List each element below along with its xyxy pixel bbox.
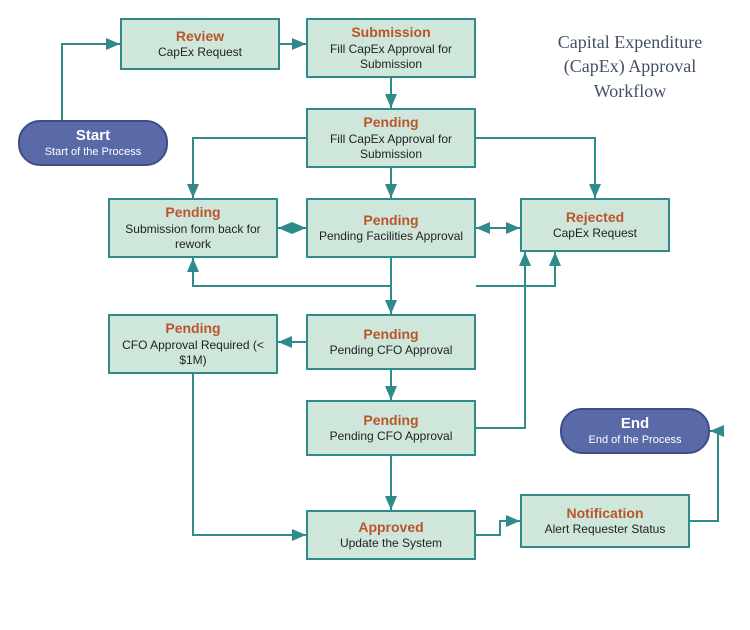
node-cfo2-subtitle: Pending CFO Approval [330, 429, 453, 444]
node-facilities: PendingPending Facilities Approval [306, 198, 476, 258]
edge-16 [193, 374, 306, 535]
node-end-subtitle: End of the Process [589, 434, 682, 448]
node-start: StartStart of the Process [18, 120, 168, 166]
node-approved: ApprovedUpdate the System [306, 510, 476, 560]
node-approved-subtitle: Update the System [340, 536, 442, 551]
node-cfo1-subtitle: Pending CFO Approval [330, 343, 453, 358]
edge-18 [476, 521, 520, 535]
node-rework-title: Pending [165, 204, 220, 222]
node-submission: SubmissionFill CapEx Approval for Submis… [306, 18, 476, 78]
node-cfo_req-subtitle: CFO Approval Required (< $1M) [116, 338, 270, 368]
node-approved-title: Approved [358, 519, 423, 537]
node-cfo_req-title: Pending [165, 320, 220, 338]
page-title-line-1: Capital Expenditure [558, 32, 702, 52]
node-end-title: End [621, 415, 649, 434]
node-rework: PendingSubmission form back for rework [108, 198, 278, 258]
node-cfo1-title: Pending [363, 326, 418, 344]
node-submission-title: Submission [351, 24, 430, 42]
node-start-title: Start [76, 127, 110, 146]
node-facilities-title: Pending [363, 212, 418, 230]
node-cfo1: PendingPending CFO Approval [306, 314, 476, 370]
edge-11 [193, 258, 391, 286]
page-title: Capital Expenditure (CapEx) Approval Wor… [530, 30, 730, 103]
edge-12 [476, 252, 555, 286]
edge-5 [476, 138, 595, 198]
node-review-subtitle: CapEx Request [158, 45, 242, 60]
node-cfo2-title: Pending [363, 412, 418, 430]
node-rejected-title: Rejected [566, 209, 624, 227]
edge-4 [193, 138, 306, 198]
node-cfo_req: PendingCFO Approval Required (< $1M) [108, 314, 278, 374]
node-pend_sub-subtitle: Fill CapEx Approval for Submission [314, 132, 468, 162]
node-review-title: Review [176, 28, 224, 46]
node-rework-subtitle: Submission form back for rework [116, 222, 270, 252]
node-notify-subtitle: Alert Requester Status [545, 522, 666, 537]
node-pend_sub-title: Pending [363, 114, 418, 132]
node-end: EndEnd of the Process [560, 408, 710, 454]
node-pend_sub: PendingFill CapEx Approval for Submissio… [306, 108, 476, 168]
edge-17 [476, 252, 525, 428]
node-rejected-subtitle: CapEx Request [553, 226, 637, 241]
edge-0 [62, 44, 120, 120]
node-notify: NotificationAlert Requester Status [520, 494, 690, 548]
node-cfo2: PendingPending CFO Approval [306, 400, 476, 456]
node-rejected: RejectedCapEx Request [520, 198, 670, 252]
node-review: ReviewCapEx Request [120, 18, 280, 70]
page-title-line-2: (CapEx) Approval [564, 56, 696, 76]
page-title-line-3: Workflow [594, 81, 667, 101]
node-notify-title: Notification [567, 505, 644, 523]
node-start-subtitle: Start of the Process [45, 146, 142, 160]
node-facilities-subtitle: Pending Facilities Approval [319, 229, 463, 244]
node-submission-subtitle: Fill CapEx Approval for Submission [314, 42, 468, 72]
